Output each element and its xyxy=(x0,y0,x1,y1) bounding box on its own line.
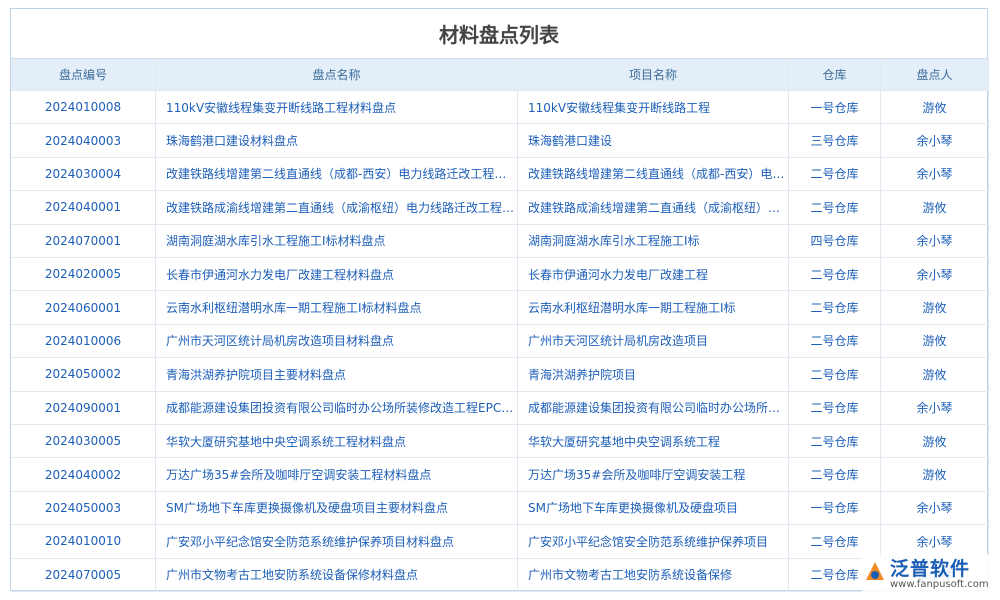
table-cell: 游攸 xyxy=(881,291,989,325)
table-cell[interactable]: 2024050002 xyxy=(11,358,156,392)
table-cell[interactable]: 广安邓小平纪念馆安全防范系统维护保养项目 xyxy=(518,525,789,559)
table-cell: 余小琴 xyxy=(881,224,989,258)
table-cell: 余小琴 xyxy=(881,157,989,192)
table-cell: 余小琴 xyxy=(881,124,989,158)
table-cell[interactable]: 2024050003 xyxy=(11,491,156,526)
column-header: 盘点编号 xyxy=(11,58,156,91)
table-cell: 二号仓库 xyxy=(789,291,881,325)
table-cell[interactable]: 改建铁路成渝线增建第二直通线（成渝枢纽）… xyxy=(518,191,789,225)
table-cell: 游攸 xyxy=(881,324,989,359)
watermark: 泛普软件 www.fanpusoft.com xyxy=(862,554,992,596)
table-cell[interactable]: 改建铁路线增建第二线直通线（成都-西安）电… xyxy=(518,157,789,192)
table-cell: 余小琴 xyxy=(881,258,989,292)
watermark-url: www.fanpusoft.com xyxy=(890,579,989,590)
table-cell[interactable]: 2024070005 xyxy=(11,558,156,592)
table-cell[interactable]: 2024010008 xyxy=(11,91,156,125)
table-cell[interactable]: 云南水利枢纽潜明水库一期工程施工I标材料盘点 xyxy=(156,291,518,325)
table-cell[interactable]: 广州市天河区统计局机房改造项目材料盘点 xyxy=(156,324,518,359)
table-cell: 二号仓库 xyxy=(789,425,881,459)
table-cell: 四号仓库 xyxy=(789,224,881,258)
table-cell: 二号仓库 xyxy=(789,358,881,392)
table-cell: 二号仓库 xyxy=(789,525,881,559)
table-cell[interactable]: 珠海鹤港口建设材料盘点 xyxy=(156,124,518,158)
table-title: 材料盘点列表 xyxy=(439,23,559,47)
table-cell: 二号仓库 xyxy=(789,391,881,425)
table-cell: 一号仓库 xyxy=(789,491,881,526)
table-cell[interactable]: 广州市文物考古工地安防系统设备保修 xyxy=(518,558,789,592)
table-cell: 二号仓库 xyxy=(789,258,881,292)
table-cell[interactable]: 改建铁路成渝线增建第二直通线（成渝枢纽）电力线路迁改工程… xyxy=(156,191,518,225)
table-cell[interactable]: 湖南洞庭湖水库引水工程施工I标材料盘点 xyxy=(156,224,518,258)
table-cell: 游攸 xyxy=(881,191,989,225)
table-cell[interactable]: 2024090001 xyxy=(11,391,156,425)
table-cell[interactable]: 2024040001 xyxy=(11,191,156,225)
table-cell: 游攸 xyxy=(881,425,989,459)
table-cell: 二号仓库 xyxy=(789,157,881,192)
table-cell: 二号仓库 xyxy=(789,191,881,225)
table-cell[interactable]: 2024010006 xyxy=(11,324,156,359)
table-cell[interactable]: 华软大厦研究基地中央空调系统工程 xyxy=(518,425,789,459)
table-cell: 余小琴 xyxy=(881,491,989,526)
table-cell[interactable]: 2024060001 xyxy=(11,291,156,325)
table-cell[interactable]: 110kV安徽线程集变开断线路工程 xyxy=(518,91,789,125)
table-cell[interactable]: 珠海鹤港口建设 xyxy=(518,124,789,158)
table-cell: 游攸 xyxy=(881,458,989,492)
table-cell[interactable]: 2024040003 xyxy=(11,124,156,158)
table-cell: 三号仓库 xyxy=(789,124,881,158)
table-cell[interactable]: 云南水利枢纽潜明水库一期工程施工I标 xyxy=(518,291,789,325)
table-cell: 一号仓库 xyxy=(789,91,881,125)
table-cell[interactable]: 2024070001 xyxy=(11,224,156,258)
table-cell[interactable]: 广州市天河区统计局机房改造项目 xyxy=(518,324,789,359)
logo-icon xyxy=(866,562,884,580)
table-cell[interactable]: 青海洪湖养护院项目主要材料盘点 xyxy=(156,358,518,392)
table-cell[interactable]: 湖南洞庭湖水库引水工程施工I标 xyxy=(518,224,789,258)
table-cell: 二号仓库 xyxy=(789,324,881,359)
table-cell: 游攸 xyxy=(881,91,989,125)
table-cell[interactable]: 2024040002 xyxy=(11,458,156,492)
table-cell[interactable]: 万达广场35#会所及咖啡厅空调安装工程材料盘点 xyxy=(156,458,518,492)
table-cell[interactable]: 广州市文物考古工地安防系统设备保修材料盘点 xyxy=(156,558,518,592)
table-cell[interactable]: 华软大厦研究基地中央空调系统工程材料盘点 xyxy=(156,425,518,459)
table-cell[interactable]: 2024030005 xyxy=(11,425,156,459)
table-cell[interactable]: 成都能源建设集团投资有限公司临时办公场所… xyxy=(518,391,789,425)
table-cell: 二号仓库 xyxy=(789,458,881,492)
table-cell[interactable]: 110kV安徽线程集变开断线路工程材料盘点 xyxy=(156,91,518,125)
table-cell[interactable]: 2024030004 xyxy=(11,157,156,192)
table-cell: 游攸 xyxy=(881,358,989,392)
column-header: 仓库 xyxy=(789,58,881,91)
column-header: 盘点人 xyxy=(881,58,989,91)
table-cell[interactable]: 长春市伊通河水力发电厂改建工程 xyxy=(518,258,789,292)
table-cell[interactable]: SM广场地下车库更换摄像机及硬盘项目主要材料盘点 xyxy=(156,491,518,526)
watermark-brand: 泛普软件 xyxy=(890,558,971,580)
table-cell[interactable]: 青海洪湖养护院项目 xyxy=(518,358,789,392)
column-header: 项目名称 xyxy=(518,58,789,91)
table-cell[interactable]: 成都能源建设集团投资有限公司临时办公场所装修改造工程EPC… xyxy=(156,391,518,425)
table-cell[interactable]: 2024020005 xyxy=(11,258,156,292)
table-cell[interactable]: 万达广场35#会所及咖啡厅空调安装工程 xyxy=(518,458,789,492)
table-cell[interactable]: 长春市伊通河水力发电厂改建工程材料盘点 xyxy=(156,258,518,292)
table-cell[interactable]: 广安邓小平纪念馆安全防范系统维护保养项目材料盘点 xyxy=(156,525,518,559)
table-cell[interactable]: 2024010010 xyxy=(11,525,156,559)
table-cell[interactable]: 改建铁路线增建第二线直通线（成都-西安）电力线路迁改工程… xyxy=(156,157,518,192)
table-cell: 余小琴 xyxy=(881,391,989,425)
column-header: 盘点名称 xyxy=(156,58,518,91)
table-cell[interactable]: SM广场地下车库更换摄像机及硬盘项目 xyxy=(518,491,789,526)
table-panel: 材料盘点列表 盘点编号 盘点名称 项目名称 仓库 盘点人 2024010008 110kV安… xyxy=(10,8,989,592)
